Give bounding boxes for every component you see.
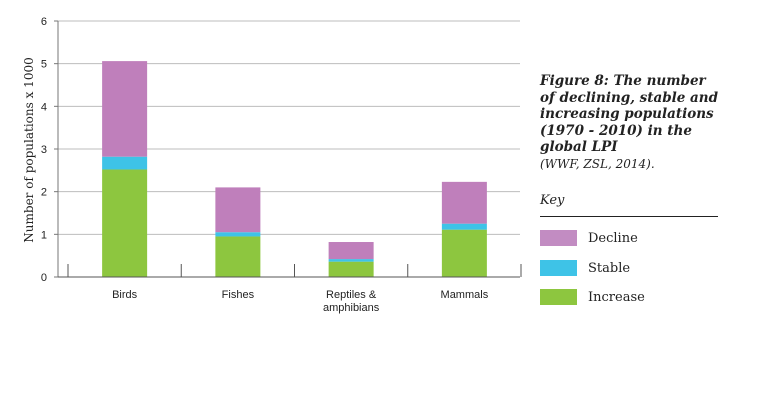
y-tick-labels: 0 1 2 3 4 5 6 bbox=[41, 16, 47, 284]
y-tick-label: 3 bbox=[41, 144, 47, 156]
bar-increase-birds bbox=[102, 169, 148, 277]
caption-title-line: (1970 - 2010) in the bbox=[540, 122, 692, 139]
legend-swatch-stable bbox=[540, 260, 577, 276]
legend-swatch-increase bbox=[540, 289, 577, 305]
bar-stable-birds bbox=[102, 156, 148, 170]
x-category-label: Fishes bbox=[222, 289, 255, 301]
bar-increase-fishes bbox=[215, 236, 261, 277]
caption-title-line: global LPI bbox=[540, 139, 618, 155]
key-divider bbox=[540, 216, 718, 217]
bar-stable-reptiles bbox=[328, 259, 374, 262]
bar-decline-mammals bbox=[441, 181, 487, 224]
x-category-labels: Birds Fishes Reptiles & amphibians Mammals bbox=[112, 289, 489, 314]
y-tick-label: 4 bbox=[41, 101, 47, 113]
bars bbox=[102, 61, 487, 277]
bar-decline-fishes bbox=[215, 187, 261, 233]
y-tick-label: 1 bbox=[41, 229, 47, 241]
legend-swatch-decline bbox=[540, 230, 577, 246]
legend-label-decline: Decline bbox=[588, 231, 638, 246]
y-tick-label: 5 bbox=[41, 59, 47, 71]
legend-label-increase: Increase bbox=[588, 290, 645, 305]
axes bbox=[54, 20, 522, 278]
caption-title-line: of declining, stable and bbox=[540, 89, 719, 106]
y-tick-label: 0 bbox=[41, 272, 47, 284]
bar-decline-reptiles bbox=[328, 242, 374, 260]
x-category-label: Reptiles & amphibians bbox=[323, 289, 380, 314]
y-axis-label: Number of populations x 1000 bbox=[22, 57, 36, 242]
key-title: Key bbox=[540, 193, 565, 208]
x-category-label: Birds bbox=[112, 289, 138, 301]
figure-caption: Figure 8: The number of declining, stabl… bbox=[540, 73, 755, 172]
caption-source: (WWF, ZSL, 2014). bbox=[540, 156, 655, 171]
bar-stable-fishes bbox=[215, 232, 261, 237]
legend-label-stable: Stable bbox=[588, 261, 631, 276]
x-category-label: Mammals bbox=[441, 289, 489, 301]
bar-stable-mammals bbox=[441, 223, 487, 230]
bar-decline-birds bbox=[102, 61, 148, 157]
caption-title-line: increasing populations bbox=[540, 106, 714, 122]
y-tick-label: 6 bbox=[41, 16, 47, 28]
caption-title: Figure 8: The number of declining, stabl… bbox=[540, 73, 755, 156]
bar-increase-mammals bbox=[441, 229, 487, 277]
caption-title-line: Figure 8: The number bbox=[540, 73, 706, 89]
y-tick-label: 2 bbox=[41, 187, 47, 199]
bar-increase-reptiles bbox=[328, 261, 374, 277]
